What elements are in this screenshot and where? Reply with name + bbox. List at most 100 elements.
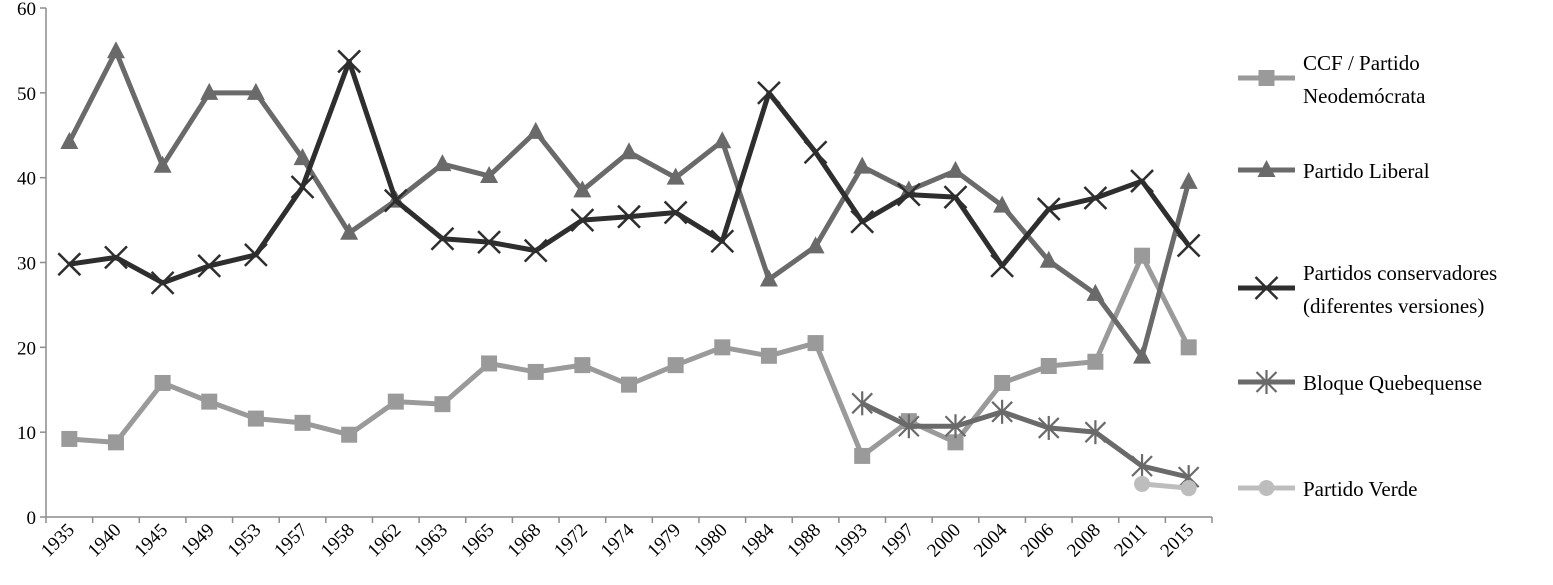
series-line-bloque-quebequense (861, 401, 1190, 480)
data-point-bloque-quebequense (898, 414, 920, 439)
y-tick-label: 30 (17, 254, 36, 275)
data-point-partido-liberal (340, 222, 359, 240)
data-point-partidos-conservadores-diferentes-versiones (757, 80, 781, 105)
data-point-ccf-partido-neodemocrata (854, 447, 871, 464)
data-point-partido-liberal (433, 154, 452, 172)
x-axis-tick-labels: 1935 1940 1945 1949 1953 1957 1958 1962 1963 1965… (37, 519, 1198, 561)
x-tick-label: 1974 (597, 519, 639, 561)
data-point-ccf-partido-neodemocrata (667, 357, 684, 374)
legend-entry-bloque-quebequense: Bloque Quebequense (1238, 370, 1482, 395)
legend-entry-ccf-partido-neodemocrata: CCF / Partido Neodemócrata (1238, 51, 1426, 108)
data-point-ccf-partido-neodemocrata (760, 347, 777, 364)
data-point-partido-liberal (573, 180, 592, 198)
data-point-partido-liberal (246, 82, 265, 100)
x-tick-label: 1940 (84, 520, 126, 562)
data-point-partidos-conservadores-diferentes-versiones (150, 270, 175, 295)
data-point-partido-liberal (153, 155, 172, 173)
data-point-partido-liberal (759, 269, 778, 287)
legend: CCF / Partido Neodemócrata Partido Liberal… (1238, 51, 1497, 501)
x-tick-label: 1993 (830, 520, 872, 562)
data-point-bloque-quebequense (1084, 420, 1107, 445)
series-bloque-quebequense (851, 391, 1200, 490)
legend-label: CCF / Partido (1303, 51, 1420, 75)
legend-entry-partido-verde: Partido Verde (1238, 477, 1418, 501)
data-point-ccf-partido-neodemocrata (1087, 353, 1104, 370)
data-point-partido-liberal (1039, 250, 1058, 268)
data-point-ccf-partido-neodemocrata (714, 339, 731, 356)
data-point-partido-liberal (1086, 283, 1105, 301)
series-layer (57, 41, 1201, 497)
series-partido-verde (1134, 475, 1197, 497)
data-point-partidos-conservadores-diferentes-versiones (617, 204, 641, 229)
x-tick-label: 2004 (970, 519, 1012, 561)
data-point-ccf-partido-neodemocrata (201, 393, 218, 410)
legend-entry-partido-liberal: Partido Liberal (1238, 159, 1430, 183)
data-point-ccf-partido-neodemocrata (807, 335, 824, 352)
x-marker-stroke (990, 254, 1015, 278)
legend-swatch-marker (1258, 480, 1275, 496)
data-point-partido-liberal (853, 156, 872, 174)
data-point-partido-liberal (1179, 171, 1198, 189)
legend-label: (diferentes versiones) (1303, 294, 1484, 318)
x-marker-stroke (850, 209, 875, 234)
data-point-partidos-conservadores-diferentes-versiones (570, 208, 595, 232)
x-marker-stroke (430, 226, 455, 251)
x-tick-label: 1979 (643, 520, 685, 562)
data-point-ccf-partido-neodemocrata (341, 426, 358, 443)
x-tick-label: 2011 (1110, 520, 1151, 561)
x-tick-label: 2008 (1063, 520, 1105, 562)
y-tick-label: 0 (27, 508, 37, 529)
x-tick-label: 1949 (177, 520, 219, 562)
legend-swatch-marker (1258, 70, 1275, 86)
legend-swatch-marker (1254, 276, 1279, 300)
data-point-ccf-partido-neodemocrata (481, 355, 498, 372)
series-ccf-partido-neodemocrata (61, 247, 1197, 464)
y-tick-label: 40 (17, 169, 36, 190)
data-point-ccf-partido-neodemocrata (1040, 357, 1057, 374)
x-tick-label: 2015 (1156, 520, 1198, 562)
x-tick-label: 1984 (737, 519, 779, 561)
data-point-partidos-conservadores-diferentes-versiones (943, 185, 968, 210)
data-point-ccf-partido-neodemocrata (154, 374, 171, 391)
data-point-ccf-partido-neodemocrata (947, 434, 964, 451)
x-tick-label: 1988 (783, 520, 825, 562)
data-point-ccf-partido-neodemocrata (61, 430, 78, 447)
data-point-partidos-conservadores-diferentes-versiones (477, 230, 501, 255)
data-point-partidos-conservadores-diferentes-versiones (663, 200, 688, 225)
x-marker-stroke (104, 245, 128, 270)
y-tick-label: 20 (17, 338, 36, 359)
x-tick-label: 1980 (690, 520, 732, 562)
data-point-partido-liberal (480, 165, 499, 183)
data-point-partido-verde (1134, 475, 1151, 492)
x-marker-stroke (1036, 197, 1061, 221)
legend-swatch-marker (1255, 370, 1278, 394)
data-point-partidos-conservadores-diferentes-versiones (337, 49, 362, 74)
data-point-ccf-partido-neodemocrata (574, 357, 591, 374)
legend-label: Partido Verde (1303, 477, 1418, 501)
data-point-partidos-conservadores-diferentes-versiones (383, 188, 408, 213)
data-point-partidos-conservadores-diferentes-versiones (104, 245, 128, 270)
x-marker-stroke (57, 252, 82, 277)
x-tick-label: 1963 (410, 520, 452, 562)
x-marker-stroke (197, 254, 222, 278)
data-point-partido-liberal (106, 41, 125, 59)
data-point-ccf-partido-neodemocrata (994, 374, 1011, 391)
data-point-partidos-conservadores-diferentes-versiones (1176, 233, 1201, 258)
data-point-partidos-conservadores-diferentes-versiones (57, 252, 82, 277)
x-marker-stroke (150, 270, 175, 295)
data-point-bloque-quebequense (1037, 415, 1060, 440)
series-partido-liberal (60, 41, 1198, 364)
data-point-partido-liberal (993, 195, 1012, 213)
data-point-ccf-partido-neodemocrata (621, 376, 637, 393)
data-point-partido-liberal (1133, 346, 1152, 364)
x-marker-stroke (1176, 233, 1201, 258)
data-point-partido-liberal (946, 160, 965, 178)
data-point-partidos-conservadores-diferentes-versiones (1130, 169, 1154, 193)
data-point-partido-liberal (806, 236, 825, 254)
x-marker-stroke (477, 230, 501, 255)
x-marker-stroke (710, 229, 735, 254)
x-marker-stroke (896, 182, 921, 207)
data-point-partido-liberal (293, 148, 312, 166)
data-point-ccf-partido-neodemocrata (1180, 339, 1197, 356)
y-axis-tick-labels: 0 10 20 30 40 50 60 (17, 0, 36, 529)
